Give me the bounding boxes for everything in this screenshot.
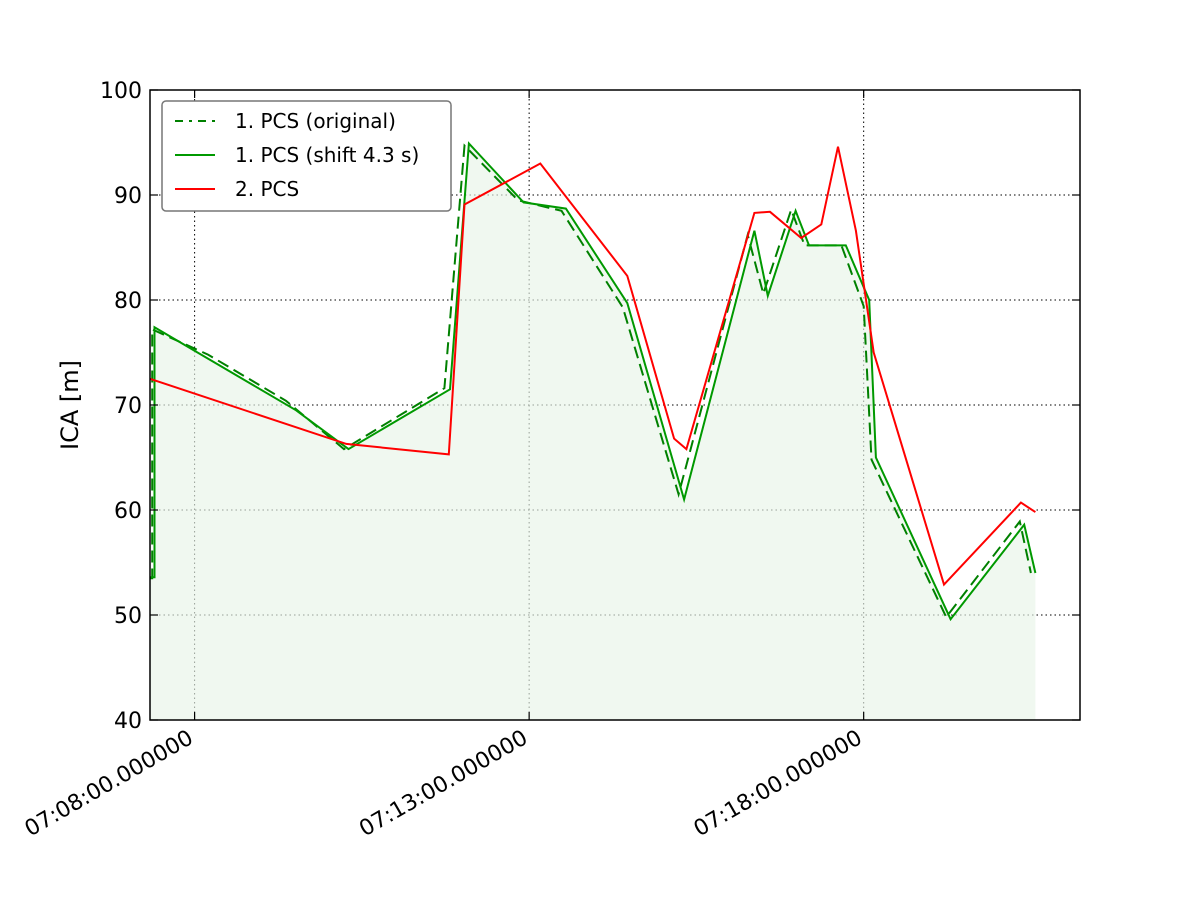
series-lines (149, 141, 1037, 622)
legend-label-3: 2. PCS (235, 177, 299, 201)
legend-label-1: 1. PCS (original) (235, 109, 396, 133)
series-line-3 (149, 146, 1036, 587)
y-tick-label-6: 100 (100, 79, 142, 104)
y-tick-label-1: 50 (114, 604, 142, 629)
legend-frame (161, 100, 452, 212)
y-tick-label-4: 80 (114, 289, 142, 314)
legend: 1. PCS (original) 1. PCS (shift 4.3 s) 2. … (161, 100, 452, 212)
legend-label-2: 1. PCS (shift 4.3 s) (235, 143, 419, 167)
y-tick-label-0: 40 (114, 709, 142, 734)
y-tick-label-5: 90 (114, 184, 142, 209)
series-line-2 (150, 141, 1037, 622)
y-tick-label-3: 70 (114, 394, 142, 419)
series-fill (150, 143, 1036, 721)
series-line-1 (150, 143, 1032, 620)
area-fill (150, 143, 1036, 721)
y-tick-label-2: 60 (114, 499, 142, 524)
y-axis-label: ICA [m] (56, 360, 84, 450)
